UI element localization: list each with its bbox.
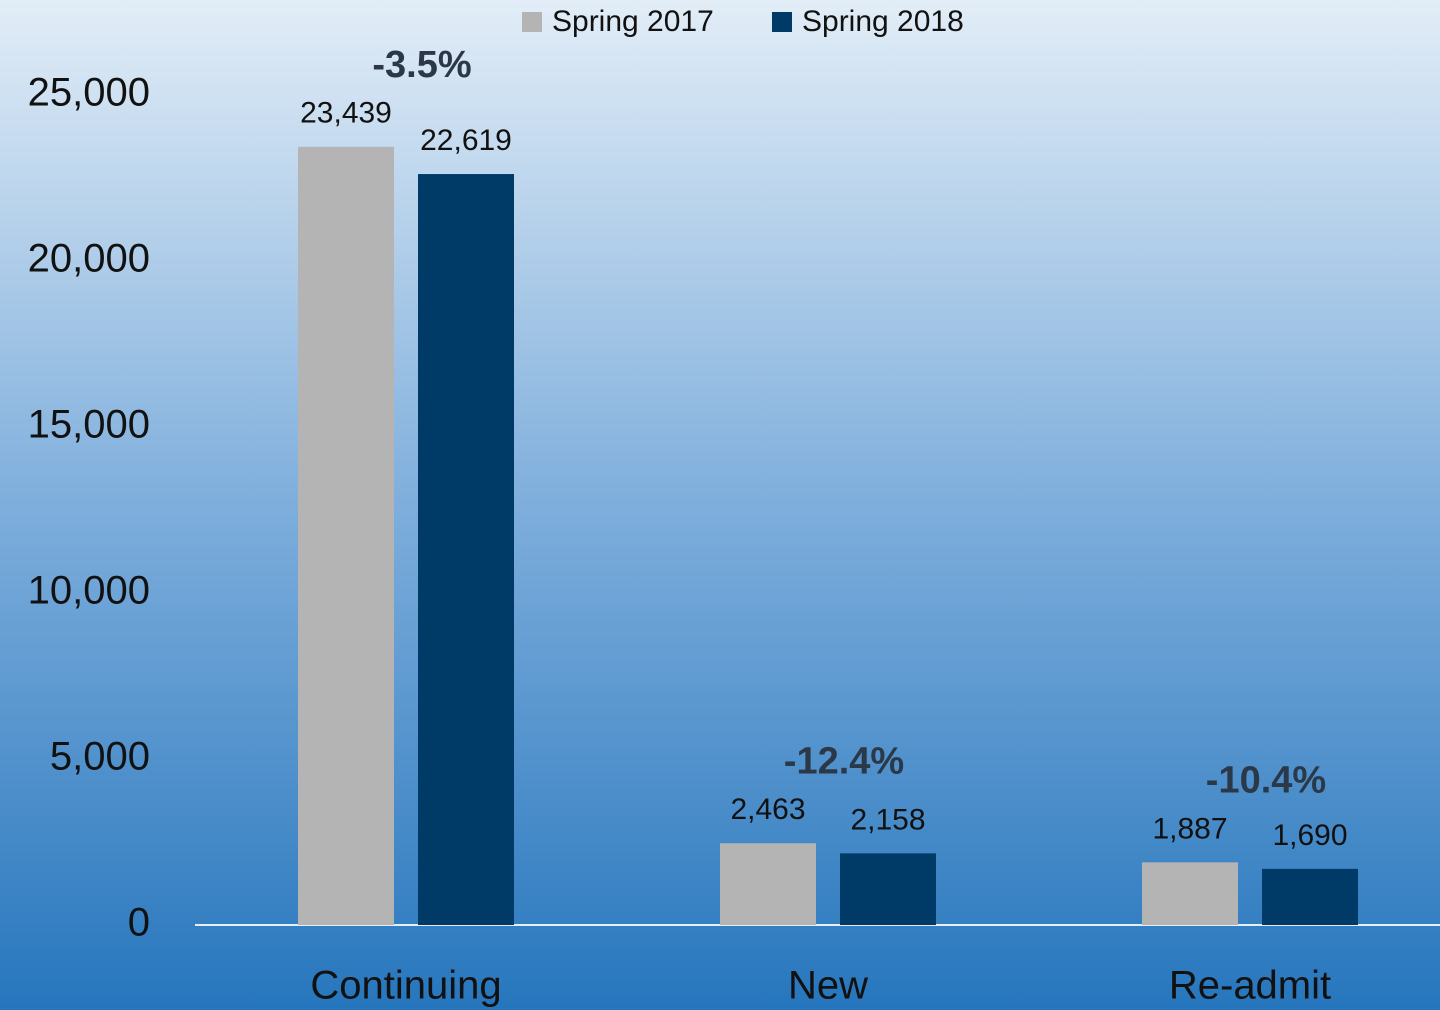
value-label: 22,619 bbox=[420, 124, 512, 157]
annotation: -12.4% bbox=[784, 740, 904, 782]
annotation: -10.4% bbox=[1206, 759, 1326, 801]
x-tick-label: Continuing bbox=[310, 964, 501, 1008]
value-label: 2,463 bbox=[730, 793, 805, 826]
y-tick-label: 15,000 bbox=[28, 403, 150, 447]
y-tick-label: 20,000 bbox=[28, 237, 150, 281]
bar bbox=[298, 146, 394, 925]
x-tick-label: New bbox=[788, 964, 868, 1008]
y-tick-label: 25,000 bbox=[28, 71, 150, 115]
legend-swatch bbox=[522, 12, 542, 32]
annotation: -3.5% bbox=[372, 44, 471, 86]
x-tick-label: Re-admit bbox=[1169, 964, 1331, 1008]
y-tick-label: 5,000 bbox=[50, 735, 150, 779]
value-label: 2,158 bbox=[850, 803, 925, 836]
bar bbox=[840, 853, 936, 925]
bar bbox=[418, 174, 514, 925]
bar bbox=[1142, 862, 1238, 925]
value-label: 1,887 bbox=[1152, 812, 1227, 845]
value-label: 23,439 bbox=[300, 97, 392, 130]
legend-label: Spring 2018 bbox=[802, 5, 964, 38]
bar bbox=[1262, 868, 1358, 925]
value-label: 1,690 bbox=[1272, 819, 1347, 852]
bar bbox=[720, 843, 816, 925]
y-tick-label: 10,000 bbox=[28, 569, 150, 613]
legend-swatch bbox=[772, 12, 792, 32]
y-tick-label: 0 bbox=[128, 901, 150, 945]
legend-label: Spring 2017 bbox=[552, 5, 714, 38]
